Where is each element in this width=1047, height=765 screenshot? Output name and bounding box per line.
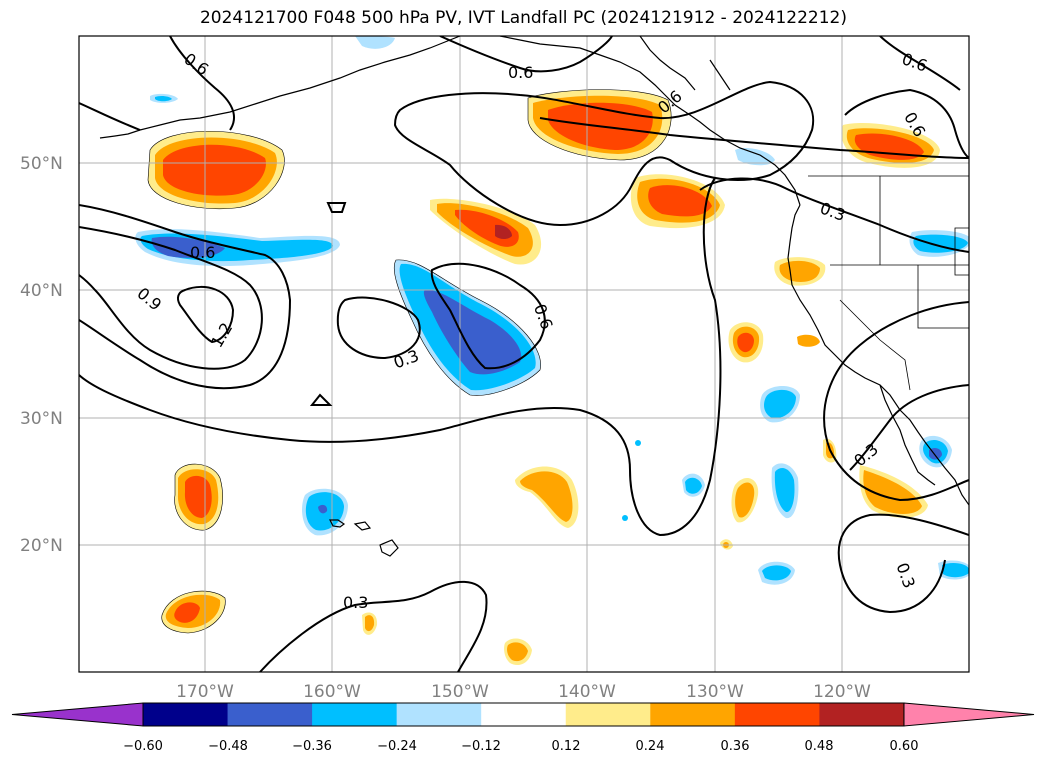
colorbar-tick-label: 0.36 — [721, 739, 750, 754]
contour-label: 0.6 — [508, 63, 533, 82]
colorbar-tick-label: 0.12 — [552, 739, 581, 754]
contour-label: 0.6 — [190, 243, 215, 262]
map-title: 2024121700 F048 500 hPa PV, IVT Landfall… — [199, 8, 847, 28]
colorbar-segment — [481, 703, 567, 726]
political-borders — [808, 175, 969, 391]
colorbar-segment — [734, 703, 820, 726]
colorbar-tick-label: 0.60 — [890, 739, 919, 754]
colorbar-segment — [396, 703, 482, 726]
colorbar-tick-labels: −0.60 −0.48 −0.36 −0.24 −0.12 0.12 0.24 … — [123, 739, 918, 754]
lat-label-40n: 40°N — [20, 281, 63, 301]
lat-label-50n: 50°N — [20, 154, 63, 174]
colorbar-tick-label: −0.36 — [292, 739, 332, 754]
positive-anomaly-fills — [148, 89, 940, 666]
colorbar-segment — [143, 703, 229, 726]
coastlines — [99, 36, 969, 557]
colorbar-tick-label: 0.48 — [805, 739, 834, 754]
contour-label: 0.3 — [343, 593, 368, 612]
lon-label-120w: 120°W — [813, 682, 871, 702]
lon-label-140w: 140°W — [558, 682, 616, 702]
latitude-labels: 50°N 40°N 30°N 20°N — [20, 154, 63, 556]
colorbar-segment — [312, 703, 398, 726]
colorbar-frame — [142, 702, 905, 727]
pv-contours — [79, 36, 969, 672]
graticule — [79, 36, 969, 672]
lon-label-160w: 160°W — [303, 682, 361, 702]
colorbar-segment — [650, 703, 736, 726]
colorbar — [11, 702, 1035, 727]
lon-label-130w: 130°W — [686, 682, 744, 702]
colorbar-segment — [565, 703, 651, 726]
map-content: 0.6 0.6 0.6 0.6 0.6 0.6 0.6 0.9 1.2 0.3 … — [79, 36, 969, 672]
colorbar-segment — [819, 703, 905, 726]
colorbar-segment — [11, 702, 144, 727]
colorbar-tick-label: −0.60 — [123, 739, 163, 754]
colorbar-segment — [227, 703, 313, 726]
lat-label-20n: 20°N — [20, 536, 63, 556]
lon-label-170w: 170°W — [176, 682, 234, 702]
lon-label-150w: 150°W — [431, 682, 489, 702]
longitude-labels: 170°W 160°W 150°W 140°W 130°W 120°W — [176, 682, 871, 702]
fill-outlines — [147, 89, 672, 634]
map-frame — [78, 35, 970, 673]
colorbar-tick-label: −0.12 — [461, 739, 501, 754]
lat-label-30n: 30°N — [20, 409, 63, 429]
colorbar-segment — [903, 702, 1035, 727]
colorbar-tick-label: −0.24 — [377, 739, 417, 754]
colorbar-tick-label: 0.24 — [636, 739, 665, 754]
colorbar-tick-label: −0.48 — [208, 739, 248, 754]
